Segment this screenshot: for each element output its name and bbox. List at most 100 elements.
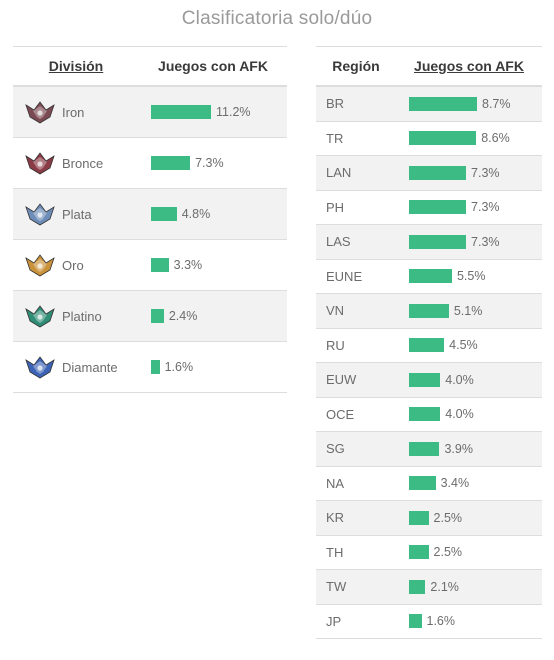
division-value-cell: 2.4%	[139, 290, 287, 342]
region-row: VN 5.1%	[316, 293, 542, 329]
region-name: NA	[326, 475, 345, 491]
region-row: TH 2.5%	[316, 535, 542, 570]
division-value-label: 7.3%	[195, 156, 224, 170]
region-row: JP 1.6%	[316, 604, 542, 639]
region-name: SG	[326, 441, 345, 457]
region-bar	[409, 372, 441, 387]
division-value-cell: 7.3%	[139, 137, 287, 189]
region-value-cell: 8.6%	[396, 121, 542, 156]
region-value-cell: 4.0%	[396, 362, 542, 398]
region-value-cell: 5.1%	[396, 293, 542, 329]
division-header-label: División	[48, 58, 104, 74]
region-name-cell: KR	[316, 500, 396, 536]
region-value-label: 7.3%	[471, 234, 500, 249]
division-bar	[151, 309, 164, 323]
region-table: Región Juegos con AFK BR 8.7% TR 8.6% LAN 7.3…	[316, 46, 542, 639]
region-bar	[409, 338, 445, 353]
region-row: LAS 7.3%	[316, 224, 542, 260]
division-bar	[151, 156, 191, 170]
division-name-cell: Platino	[13, 290, 139, 342]
region-table-header: Región Juegos con AFK	[316, 46, 542, 87]
region-bar	[409, 269, 452, 284]
region-row: BR 8.7%	[316, 86, 542, 122]
region-name-cell: TH	[316, 535, 396, 570]
region-bar	[409, 407, 441, 422]
region-value-cell: 4.5%	[396, 328, 542, 363]
region-value-cell: 2.1%	[396, 569, 542, 605]
region-value-label: 7.3%	[471, 200, 500, 215]
division-name: Oro	[62, 257, 84, 273]
region-name: RU	[326, 337, 345, 353]
region-name: TR	[326, 130, 344, 146]
division-row: Plata 4.8%	[13, 188, 287, 240]
region-bar	[409, 165, 467, 180]
region-name: VN	[326, 303, 345, 319]
region-value-label: 4.0%	[445, 372, 474, 387]
bronze-emblem-icon	[25, 150, 55, 176]
region-value-label: 2.5%	[433, 545, 463, 560]
region-bar	[409, 131, 477, 146]
division-name: Iron	[62, 104, 85, 120]
region-name: TW	[326, 579, 347, 595]
region-name: JP	[326, 613, 342, 629]
division-row: Oro 3.3%	[13, 239, 287, 291]
division-value-label: 11.2%	[216, 105, 251, 119]
division-row: Diamante 1.6%	[13, 341, 287, 393]
region-name: BR	[326, 96, 345, 112]
division-table-body: Iron 11.2% Bronce 7.3% Plata 4.8% Oro 3.3% Plati…	[13, 86, 287, 393]
division-afk-column-header[interactable]: Juegos con AFK	[139, 46, 287, 87]
chart-title: Clasificatoria solo/dúo	[181, 8, 373, 29]
division-bar	[151, 258, 169, 272]
region-value-label: 3.9%	[444, 441, 473, 456]
region-name-cell: EUNE	[316, 259, 396, 294]
silver-emblem-icon	[25, 201, 55, 227]
region-name-cell: NA	[316, 466, 396, 501]
region-value-cell: 8.7%	[396, 86, 542, 122]
iron-emblem-icon	[25, 99, 55, 125]
region-row: EUNE 5.5%	[316, 259, 542, 294]
division-name-cell: Oro	[13, 239, 139, 291]
region-value-cell: 7.3%	[396, 224, 542, 260]
division-name-cell: Iron	[13, 86, 139, 138]
region-afk-column-header[interactable]: Juegos con AFK	[396, 46, 542, 87]
region-value-label: 5.1%	[453, 303, 483, 318]
region-name-cell: VN	[316, 293, 396, 329]
region-row: TR 8.6%	[316, 121, 542, 156]
region-value-label: 7.3%	[471, 165, 500, 180]
division-name: Diamante	[62, 359, 118, 375]
region-name: PH	[326, 199, 345, 215]
division-value-label: 2.4%	[168, 309, 198, 323]
region-name: LAS	[326, 234, 351, 250]
division-afk-header-label: Juegos con AFK	[158, 58, 268, 74]
division-name-cell: Bronce	[13, 137, 139, 189]
region-value-cell: 5.5%	[396, 259, 542, 294]
region-value-label: 5.5%	[456, 269, 486, 284]
division-name: Bronce	[62, 155, 104, 171]
region-bar	[409, 545, 429, 560]
region-row: KR 2.5%	[316, 500, 542, 536]
region-name-cell: EUW	[316, 362, 396, 398]
region-value-cell: 3.9%	[396, 431, 542, 467]
region-bar	[409, 234, 467, 249]
region-name-cell: SG	[316, 431, 396, 467]
region-name-cell: BR	[316, 86, 396, 122]
division-value-cell: 4.8%	[139, 188, 287, 240]
region-bar	[409, 303, 449, 318]
region-bar	[409, 200, 467, 215]
region-column-header[interactable]: Región	[316, 46, 396, 87]
region-name: EUNE	[326, 268, 363, 284]
division-bar	[151, 207, 177, 221]
division-column-header[interactable]: División	[13, 46, 139, 87]
region-value-cell: 1.6%	[396, 604, 542, 639]
region-value-label: 4.5%	[449, 338, 478, 353]
division-row: Iron 11.2%	[13, 86, 287, 138]
region-value-label: 2.1%	[430, 579, 459, 594]
region-value-cell: 3.4%	[396, 466, 542, 501]
region-name-cell: LAS	[316, 224, 396, 260]
division-value-label: 3.3%	[173, 258, 203, 272]
region-row: NA 3.4%	[316, 466, 542, 501]
platinum-emblem-icon	[25, 303, 55, 329]
region-name: EUW	[326, 372, 357, 388]
division-value-cell: 3.3%	[139, 239, 287, 291]
division-bar	[151, 360, 160, 374]
